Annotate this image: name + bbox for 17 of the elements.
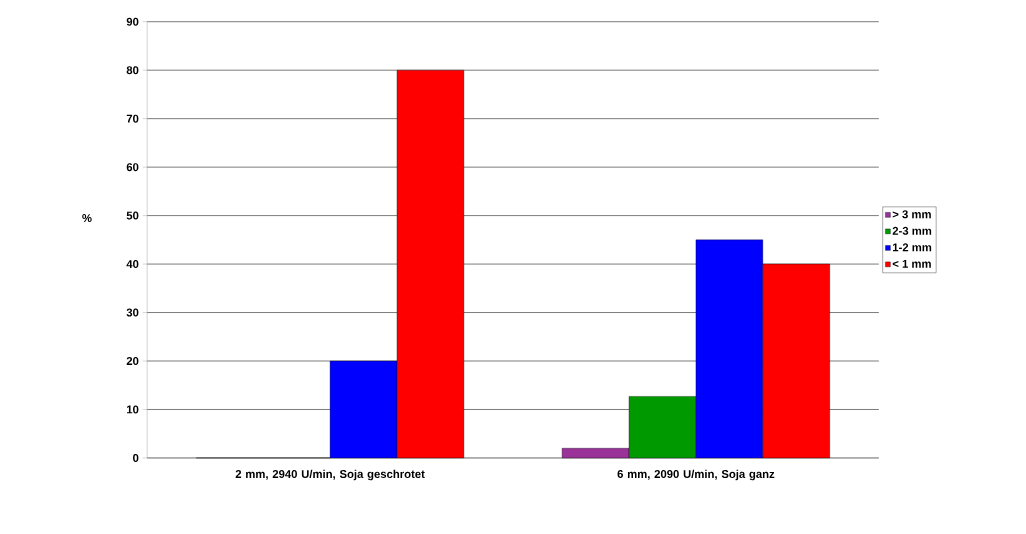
y-axis-title: % xyxy=(82,214,92,223)
y-tick-label: 10 xyxy=(127,405,139,414)
y-tick-label: 40 xyxy=(126,260,139,269)
y-tick-label: 90 xyxy=(126,17,139,26)
x-tick-label: 6 mm, 2090 U/min, Soja ganz xyxy=(617,469,775,481)
y-tick-label: 0 xyxy=(133,454,139,463)
y-tick-label: 50 xyxy=(126,211,139,220)
y-tick-label: 70 xyxy=(126,114,139,123)
legend-label: 1-2 mm xyxy=(892,243,932,252)
y-tick-label: 30 xyxy=(126,308,139,317)
x-tick-label: 2 mm, 2940 U/min, Soja geschrotet xyxy=(235,469,425,481)
legend-label: > 3 mm xyxy=(892,210,931,219)
legend-label: 2-3 mm xyxy=(892,227,932,236)
y-tick-label: 60 xyxy=(126,163,139,172)
legend-label: < 1 mm xyxy=(892,260,931,268)
y-tick-label: 80 xyxy=(126,66,139,75)
y-tick-label: 20 xyxy=(126,357,139,366)
